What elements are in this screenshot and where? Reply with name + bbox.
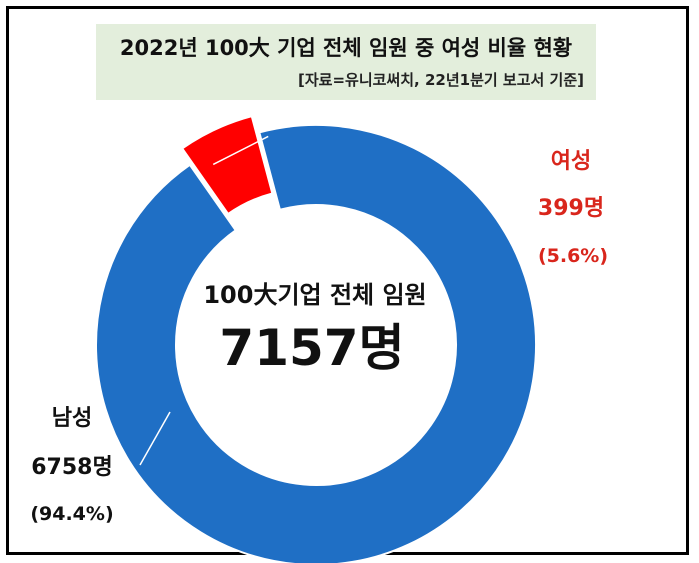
female-count-label: 399명 [538, 196, 604, 221]
male-name-label: 남성 [52, 406, 92, 431]
chart-title: 2022년 100大 기업 전체 임원 중 여성 비율 현황 [119, 36, 573, 60]
slices-group [95, 114, 537, 563]
slice-male [95, 124, 537, 563]
source-note: [자료=유니코써치, 22년1분기 보고서 기준] [298, 71, 584, 89]
leader-line-male [139, 411, 171, 466]
title-box: 2022년 100大 기업 전체 임원 중 여성 비율 현황 [자료=유니코써치… [96, 24, 596, 100]
male-pct-label: (94.4%) [30, 503, 113, 525]
leader-lines [139, 135, 269, 466]
center-label: 100大기업 전체 임원 [203, 281, 426, 309]
female-pct-label: (5.6%) [538, 245, 608, 267]
female-name-label: 여성 [551, 149, 591, 174]
leader-line-female [212, 135, 269, 166]
center-total: 7157명 [219, 319, 404, 377]
slice-female [180, 114, 274, 216]
male-count-label: 6758명 [31, 455, 112, 480]
